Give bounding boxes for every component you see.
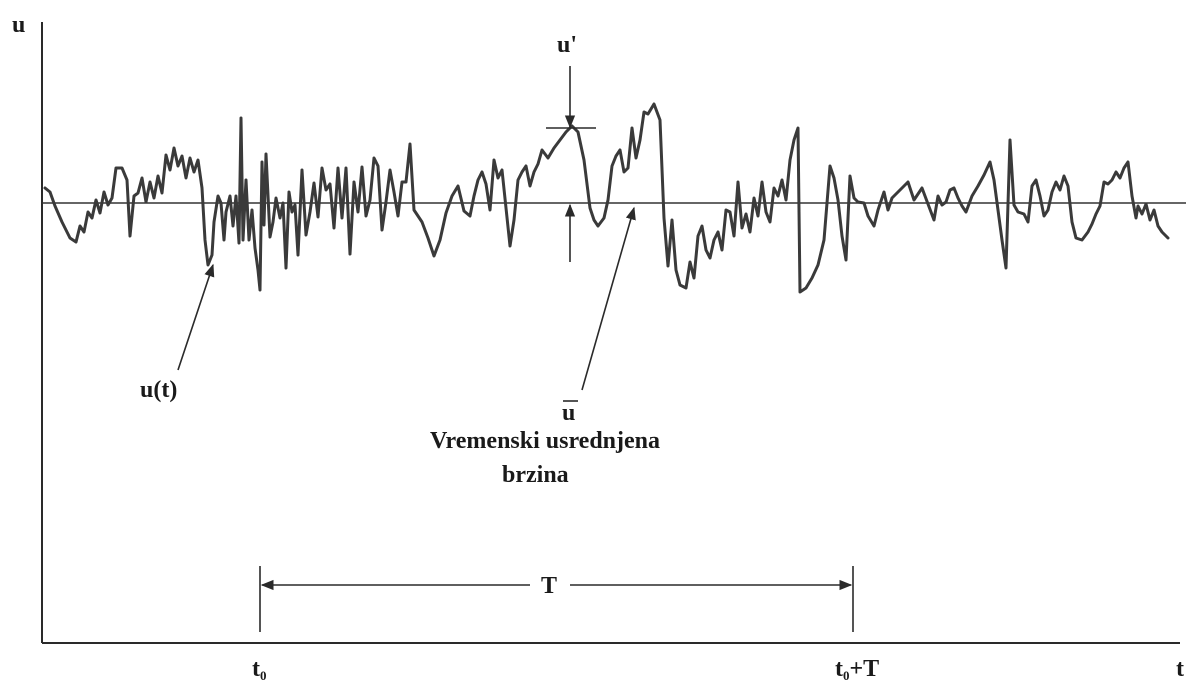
period-label: T [541,573,557,599]
signal-pointer-line [177,263,215,371]
t-start-label: t0 [252,656,267,682]
signal-label: u(t) [140,377,177,403]
mean-pointer-line [581,206,636,391]
t-end-label: t0+T [835,656,879,682]
mean-description-line2: brzina [502,462,569,488]
fluctuation-label: u' [557,32,577,58]
mean-symbol-label: u [562,400,575,426]
mean-description-line1: Vremenski usrednjena [430,428,660,454]
x-axis-label: t [1176,656,1184,682]
y-axis-label: u [12,12,25,38]
velocity-signal [43,102,1170,294]
